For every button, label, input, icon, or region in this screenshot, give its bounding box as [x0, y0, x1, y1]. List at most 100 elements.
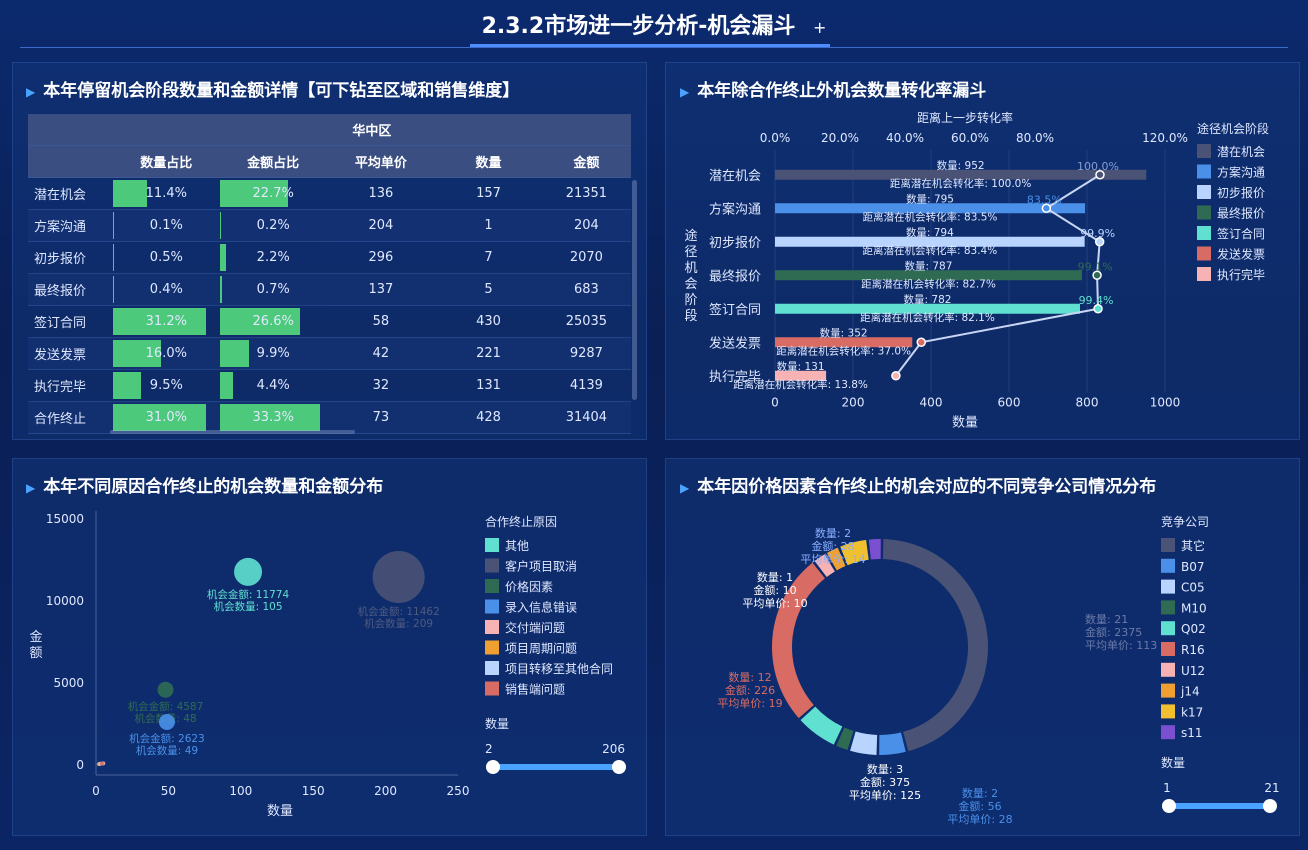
y-tick-label: 0 — [76, 758, 84, 772]
legend-label: 最终报价 — [1217, 206, 1265, 221]
col-header[interactable]: 数量 — [435, 145, 542, 178]
bar-rate-label: 距离潜在机会转化率: 82.7% — [861, 277, 996, 290]
table-cell: 潜在机会 — [28, 177, 113, 210]
qty-pct-cell: 0.4% — [112, 273, 220, 306]
funnel-bar — [775, 203, 1086, 214]
pct-label: 2.2% — [256, 250, 290, 265]
table-cell: 31404 — [541, 401, 631, 434]
table-row[interactable]: 初步报价 0.5% 2.2% 296 7 2070 — [28, 241, 631, 274]
legend-swatch — [1161, 538, 1175, 552]
bar-count-label: 数量: 794 — [906, 226, 954, 239]
step-rate-point — [916, 337, 926, 347]
x-axis-title: 数量 — [952, 416, 978, 431]
pct-label: 26.6% — [252, 314, 294, 329]
col-header[interactable]: 金额占比 — [219, 145, 327, 178]
pct-label: 33.3% — [252, 410, 294, 425]
legend-title: 竞争公司 — [1161, 515, 1209, 529]
bar-rate-label: 距离潜在机会转化率: 83.5% — [863, 210, 998, 223]
table-row[interactable]: 发送发票 16.0% 9.9% 42 221 9287 — [28, 337, 631, 370]
slice-annotation: 金额: 56 — [958, 799, 1001, 813]
table-row[interactable]: 潜在机会 11.4% 22.7% 136 157 21351 — [28, 177, 631, 210]
slice-annotation: 数量: 2 — [962, 787, 998, 800]
stage-table: 华中区 数量占比 金额占比 平均单价 数量 金额 潜在机会 11.4% 22.7% 1… — [28, 114, 631, 434]
legend-swatch — [485, 620, 499, 634]
col-header[interactable]: 金额 — [541, 145, 631, 178]
y-axis-title-char: 段 — [684, 309, 697, 324]
bubble-count-label: 机会数量: 49 — [136, 744, 198, 757]
header: 2.3.2市场进一步分析-机会漏斗 + — [0, 0, 1308, 48]
table-row[interactable]: 最终报价 0.4% 0.7% 137 5 683 — [28, 273, 631, 306]
pct-label: 4.4% — [256, 378, 290, 393]
pct-label: 16.0% — [145, 346, 187, 361]
triangle-icon: ▶ — [680, 481, 690, 495]
step-rate-point — [1094, 237, 1105, 247]
bar-count-label: 数量: 795 — [906, 192, 954, 205]
legend-label: B07 — [1181, 560, 1205, 574]
funnel-bar — [775, 236, 1085, 247]
legend-label: 方案沟通 — [1217, 165, 1265, 180]
step-rate-label: 100.0% — [1077, 160, 1119, 173]
donut-slice — [840, 539, 869, 566]
x-tick-label: 600 — [998, 396, 1021, 410]
pct-bar — [112, 244, 115, 271]
y-axis-title-char: 会 — [684, 277, 697, 292]
qty-pct-cell: 16.0% — [112, 337, 220, 370]
pct-label: 0.1% — [149, 218, 183, 233]
table-body: 潜在机会 11.4% 22.7% 136 157 21351 方案沟通 0.1% 0.2% 204… — [28, 177, 631, 434]
title-underline — [470, 44, 830, 47]
legend-swatch — [485, 579, 499, 593]
y-tick-label: 方案沟通 — [709, 201, 761, 217]
x2-axis-title: 距离上一步转化率 — [917, 110, 1013, 125]
table-row[interactable]: 方案沟通 0.1% 0.2% 204 1 204 — [28, 209, 631, 242]
table-hscrollbar[interactable] — [110, 430, 355, 434]
donut-title-text: 本年因价格因素合作终止的机会对应的不同竞争公司情况分布 — [697, 477, 1157, 497]
x-tick-label: 0 — [771, 396, 779, 410]
funnel-bar — [775, 270, 1082, 281]
table-cell: 204 — [541, 209, 631, 242]
slice-annotation: 数量: 12 — [728, 671, 771, 684]
bubble-title: ▶ 本年不同原因合作终止的机会数量和金额分布 — [26, 472, 383, 497]
bubble-count-label: 机会数量: 209 — [364, 617, 433, 630]
y-tick-label: 潜在机会 — [709, 169, 761, 184]
bubble-point — [158, 713, 175, 730]
table-row[interactable]: 签订合同 31.2% 26.6% 58 430 25035 — [28, 305, 631, 338]
y-axis-title-char: 途 — [684, 228, 697, 244]
y-tick-label: 5000 — [53, 676, 84, 690]
pct-bar — [112, 404, 206, 431]
table-cell: 204 — [326, 209, 436, 242]
add-icon[interactable]: + — [813, 18, 827, 37]
legend-swatch — [1161, 558, 1175, 573]
step-rate-point — [1092, 270, 1102, 280]
bubble-point — [99, 761, 104, 766]
legend-label: k17 — [1181, 705, 1203, 719]
table-cell: 683 — [541, 273, 631, 306]
legend-swatch — [1197, 185, 1211, 199]
legend-swatch — [485, 661, 499, 675]
region-header[interactable]: 华中区 — [112, 114, 631, 146]
slider-max-label: 21 — [1264, 781, 1279, 795]
col-header[interactable]: 平均单价 — [326, 145, 436, 178]
table-row[interactable]: 合作终止 31.0% 33.3% 73 428 31404 — [28, 401, 631, 434]
x-tick-label: 200 — [374, 784, 397, 798]
pct-bar — [219, 404, 320, 431]
legend-label: 执行完毕 — [1217, 267, 1265, 282]
step-rate-label: 99.9% — [1080, 227, 1115, 240]
y-axis-title-char: 金 — [29, 629, 42, 645]
table-cell: 428 — [435, 401, 542, 434]
col-header[interactable]: 数量占比 — [112, 145, 220, 178]
legend-label: j14 — [1180, 685, 1200, 699]
table-corner-2 — [28, 145, 113, 178]
y-axis-title-char: 额 — [29, 646, 42, 661]
legend-swatch — [1197, 267, 1211, 281]
slider-min-label: 2 — [485, 742, 493, 756]
pct-bar — [219, 340, 250, 367]
legend-swatch — [1197, 164, 1211, 179]
table-scrollbar[interactable] — [632, 180, 637, 400]
legend-swatch — [1161, 600, 1175, 615]
pct-bar — [219, 212, 222, 239]
table-row[interactable]: 执行完毕 9.5% 4.4% 32 131 4139 — [28, 369, 631, 402]
table-cell: 签订合同 — [28, 305, 113, 338]
bar-count-label: 数量: 952 — [937, 159, 985, 172]
pct-bar — [112, 180, 148, 207]
